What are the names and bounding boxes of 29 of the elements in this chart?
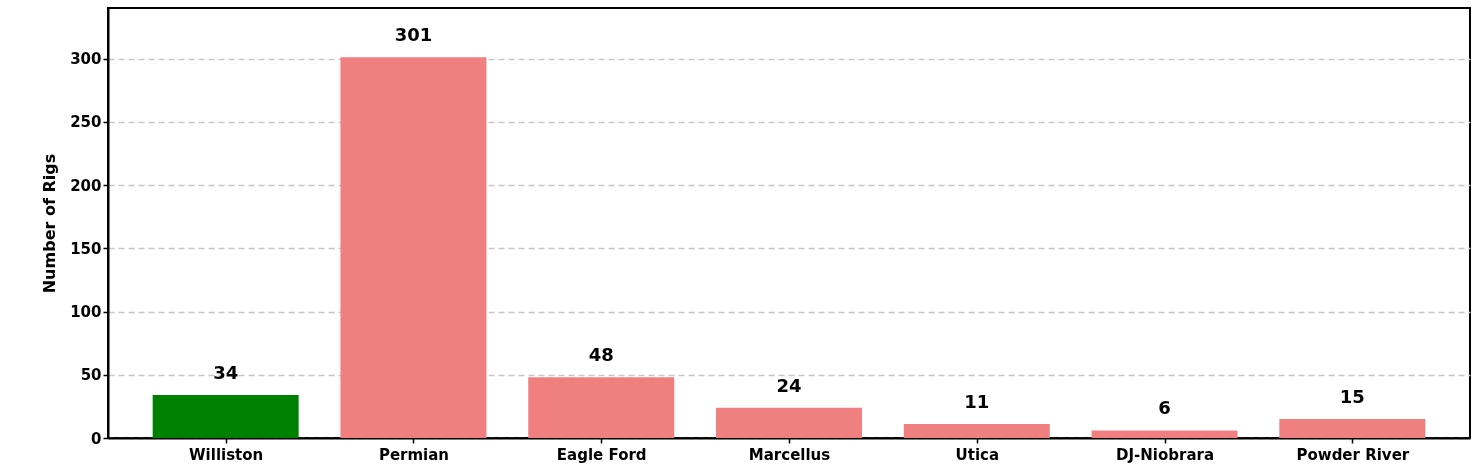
y-tick-label: 50 (80, 366, 102, 385)
x-tick-label: Marcellus (748, 445, 831, 464)
data-label: 301 (394, 24, 433, 46)
y-tick-label: 150 (70, 239, 102, 258)
bar (1091, 430, 1238, 438)
x-tick-label: Permian (378, 445, 450, 464)
bar (716, 407, 862, 438)
y-tick-label: 250 (70, 113, 102, 132)
x-tick-label: Utica (955, 445, 1000, 464)
data-label: 15 (1339, 386, 1365, 408)
data-label: 24 (776, 374, 802, 396)
x-tick-label: Powder River (1296, 445, 1410, 464)
data-label: 34 (213, 362, 239, 383)
y-tick-label: 100 (70, 303, 102, 322)
bar (1279, 419, 1426, 438)
data-label: 48 (588, 344, 614, 366)
data-label: 11 (964, 391, 990, 413)
x-tick-label: Eagle Ford (556, 445, 647, 464)
bar (340, 57, 487, 438)
data-label: 6 (1158, 397, 1171, 419)
bar (903, 424, 1050, 438)
y-tick-label: 0 (91, 429, 102, 448)
y-tick-label: 300 (70, 50, 102, 69)
x-tick-label: Williston (189, 445, 264, 464)
bar (528, 377, 675, 438)
bar (152, 395, 299, 438)
x-tick-label: DJ-Niobrara (1116, 445, 1215, 464)
y-tick-label: 200 (70, 176, 102, 195)
y-axis-title: Number of Rigs (40, 153, 60, 294)
